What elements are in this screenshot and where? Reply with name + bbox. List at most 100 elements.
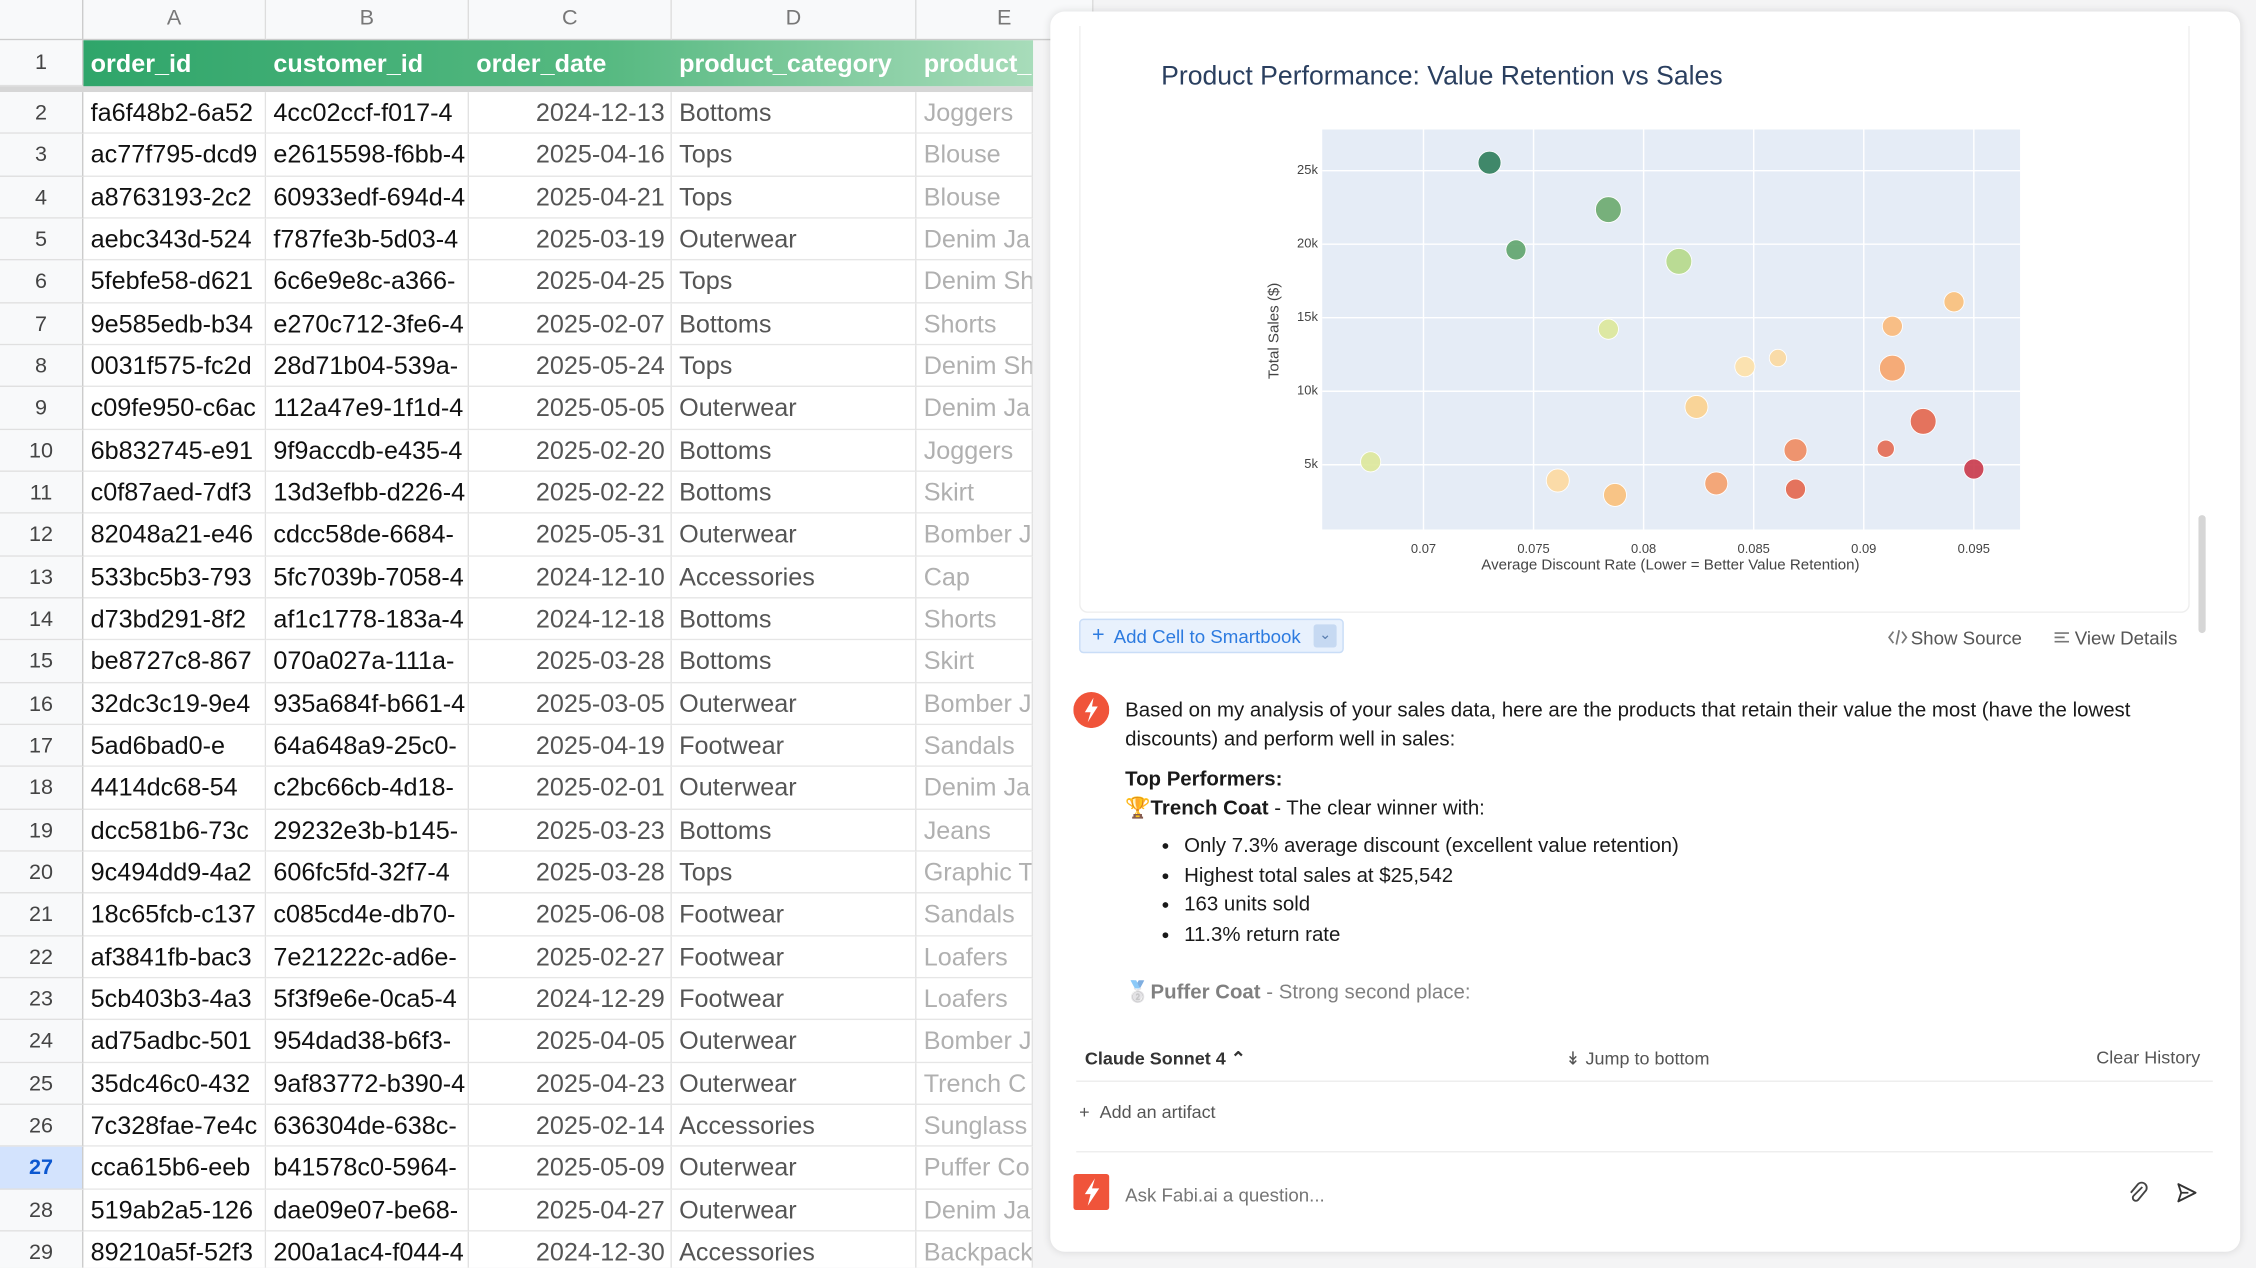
header-cell: product_category [679,48,892,78]
cell: Outerwear [671,218,917,261]
add-cell-button[interactable]: + Add Cell to Smartbook ⌄ [1079,618,1344,654]
add-artifact-button[interactable]: + Add an artifact [1079,1102,1216,1123]
y-tick-label: 20k [1297,236,1318,251]
row-number: 24 [0,1020,84,1063]
row-number: 14 [0,598,84,641]
send-button[interactable] [2175,1181,2198,1204]
cell: c0f87aed-7df3 [83,471,267,515]
bullet-list: Only 7.3% average discount (excellent va… [1125,832,1679,950]
data-point [1943,291,1965,313]
row-number: 25 [0,1062,84,1105]
data-point [1597,318,1619,340]
cell: Outerwear [671,1189,917,1232]
cell: 5f3f9e6e-0ca5-4 [266,978,470,1021]
cell: Tops [671,134,917,177]
bullet-item: Highest total sales at $25,542 [1184,861,1679,890]
x-tick-label: 0.075 [1517,541,1549,556]
cell: Bomber J [916,1020,1034,1063]
app-logo [1073,1174,1110,1211]
cell: Accessories [671,1231,917,1268]
cell: Blouse [916,134,1034,177]
cell: Tops [671,851,917,894]
cell: cca615b6-eeb [83,1147,267,1190]
cell: fa6f48b2-6a52 [83,92,267,135]
cell: 2025-04-21 [469,176,672,219]
scrollbar[interactable] [2198,515,2206,634]
details-icon [2054,632,2069,643]
y-tick-label: 25k [1297,162,1318,177]
data-point [1876,439,1895,458]
cell: Outerwear [671,514,917,557]
cell: 2025-03-05 [469,682,672,726]
data-point [1734,356,1756,378]
row-number: 11 [0,471,84,515]
cell: 64a648a9-25c0- [266,725,470,768]
cell: 2025-05-31 [469,514,672,557]
cell: 2025-04-27 [469,1189,672,1232]
cell: 2025-04-05 [469,1020,672,1063]
cell: Puffer Co [916,1147,1034,1190]
message-intro: Based on my analysis of your sales data,… [1125,699,2131,752]
cell: 112a47e9-1f1d-4 [266,387,470,430]
cell: Skirt [916,640,1034,683]
plot-area [1322,129,2021,530]
cell: 533bc5b3-793 [83,556,267,599]
corner [0,0,84,41]
cell: 5febfe58-d621 [83,260,267,304]
show-source-button[interactable]: Show Source [1910,627,2022,649]
trophy-icon: 🏆 [1125,797,1151,821]
row-number: 10 [0,429,84,472]
row-number: 9 [0,387,84,430]
cell: 2025-02-07 [469,303,672,346]
x-tick-label: 0.095 [1958,541,1990,556]
cell: 60933edf-694d-4 [266,176,470,219]
chart-title: Product Performance: Value Retention vs … [1161,61,1723,91]
cell: 6c6e9e8c-a366- [266,260,470,304]
cell: 6b832745-e91 [83,429,267,472]
row-number: 26 [0,1104,84,1148]
dropdown-icon[interactable]: ⌄ [1313,624,1337,648]
x-tick-label: 0.07 [1411,541,1436,556]
cell: 519ab2a5-126 [83,1189,267,1232]
cell: Sandals [916,893,1034,937]
cell: 2025-04-25 [469,260,672,304]
bullet-item: Only 7.3% average discount (excellent va… [1184,832,1679,861]
frozen-divider [0,86,1034,93]
row-number: 19 [0,809,84,852]
data-point [1360,451,1382,473]
cell: 9f9accdb-e435-4 [266,429,470,472]
cell: Shorts [916,303,1034,346]
attach-button[interactable] [2127,1181,2150,1204]
row-number: 16 [0,682,84,726]
y-tick-label: 5k [1304,456,1318,471]
row-number: 12 [0,514,84,557]
cell: 29232e3b-b145- [266,809,470,852]
cell: 35dc46c0-432 [83,1062,267,1105]
cell: Shorts [916,598,1034,641]
chat-input[interactable] [1122,1176,2078,1212]
row-number: 6 [0,260,84,304]
cell: Denim Ja [916,767,1034,810]
jump-label: Jump to bottom [1585,1048,1710,1070]
chart-card: Product Performance: Value Retention vs … [1079,25,2190,613]
product-desc: - Strong second place: [1260,981,1471,1005]
cell: Tops [671,345,917,388]
cell: Cap [916,556,1034,599]
model-selector[interactable]: Claude Sonnet 4 ⌃ [1084,1048,1246,1070]
row-number: 17 [0,725,84,768]
row-number: 28 [0,1189,84,1232]
cell: 2025-03-23 [469,809,672,852]
jump-button[interactable]: ↡ Jump to bottom [1565,1048,1710,1070]
cell: f787fe3b-5d03-4 [266,218,470,261]
x-tick-label: 0.09 [1851,541,1876,556]
medal-icon: 🥈 [1125,981,1151,1005]
clear-history-button[interactable]: Clear History [2096,1047,2201,1068]
cell: Joggers [916,92,1034,135]
view-details-button[interactable]: View Details [2074,627,2178,649]
cell: Accessories [671,556,917,599]
bullet-item: 163 units sold [1184,891,1679,920]
row-number: 27 [0,1147,84,1190]
cell: cdcc58de-6684- [266,514,470,557]
data-point [1783,438,1808,463]
cell: 7e21222c-ad6e- [266,936,470,979]
